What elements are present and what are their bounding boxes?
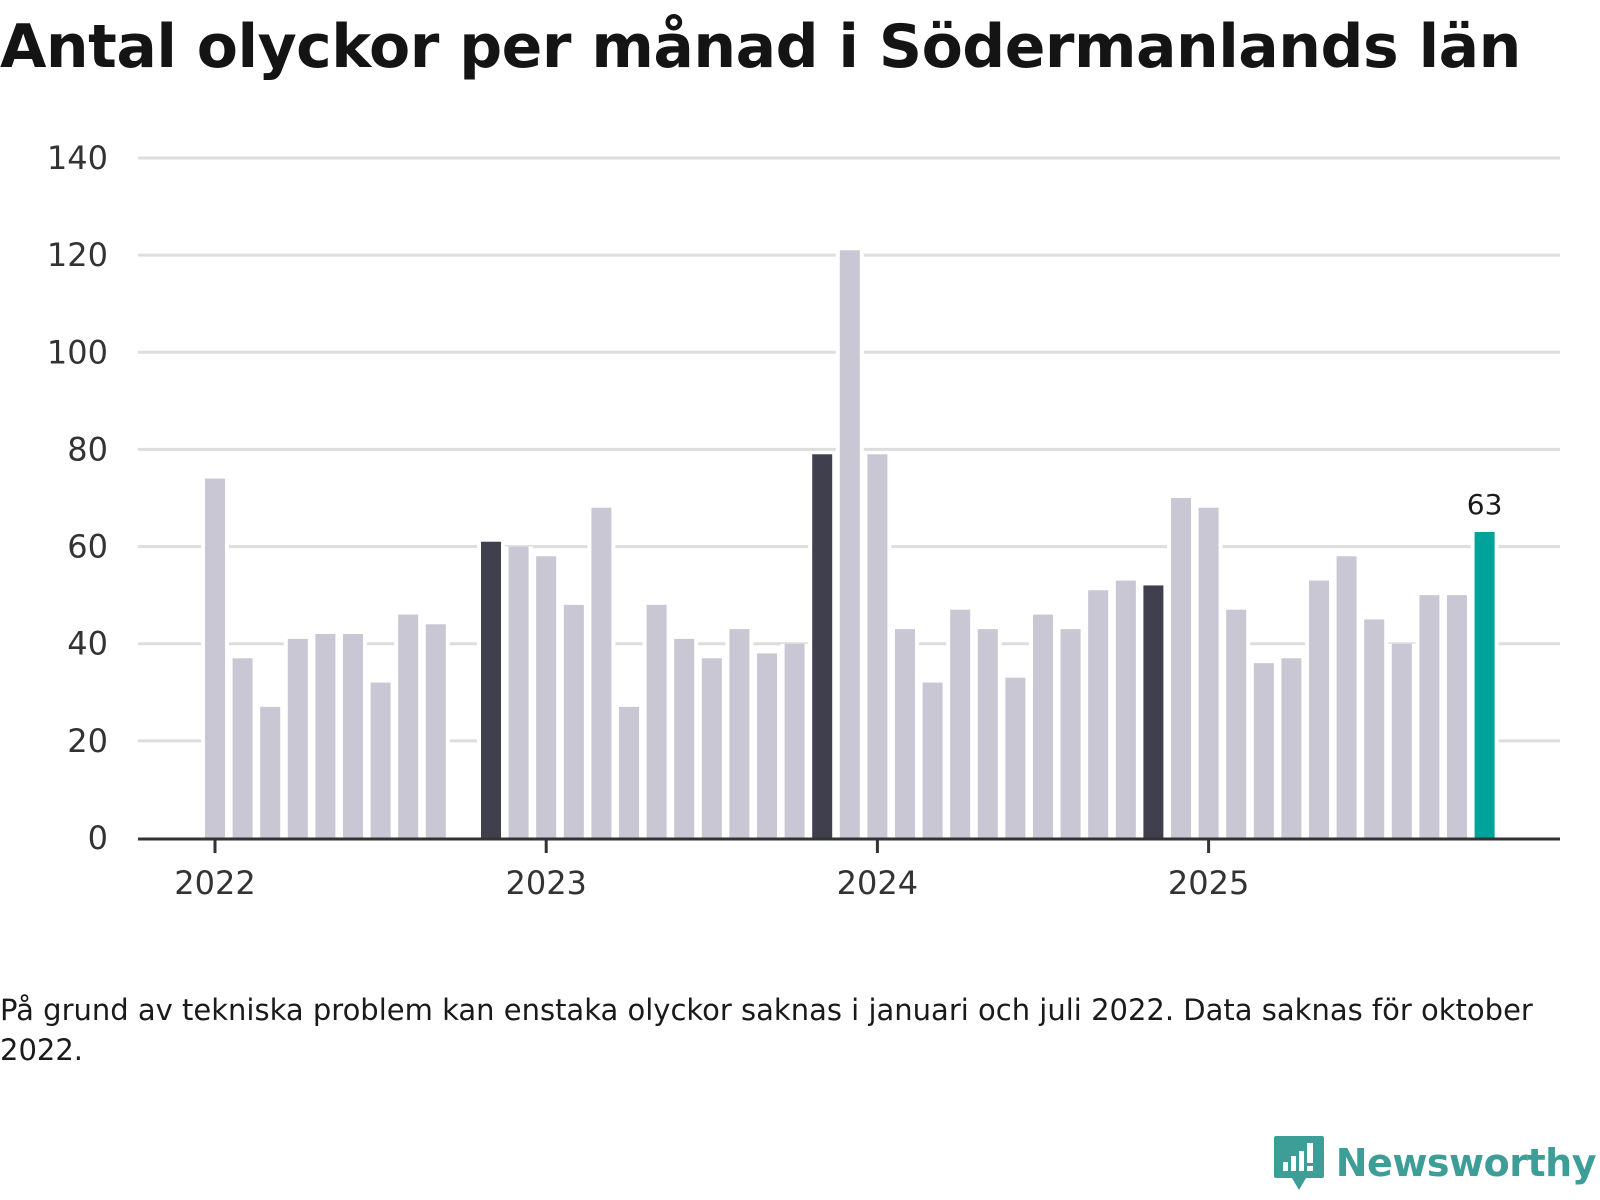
y-tick-label: 0 (88, 819, 108, 857)
bar (1281, 658, 1302, 838)
bar (1447, 595, 1467, 838)
brand-name: Newsworthy (1335, 1141, 1597, 1185)
bar (398, 614, 419, 838)
bars (201, 250, 1499, 839)
x-axis-labels: 2022 2023 2024 2025 (174, 864, 1249, 900)
bar-chart: 0 20 40 60 80 100 120 140 2022 2023 2024 2025 63 (47, 139, 1560, 900)
bar-chart-speech-bubble-icon (1273, 1136, 1324, 1190)
bar (619, 706, 639, 838)
bar (481, 541, 501, 838)
bar (1060, 629, 1081, 838)
bar (591, 507, 612, 838)
bar (646, 604, 667, 838)
x-tick-label: 2024 (837, 864, 918, 900)
x-tick-label: 2025 (1168, 864, 1249, 900)
bar (1226, 609, 1247, 838)
bar (425, 624, 446, 838)
bar (729, 629, 750, 838)
chart-title: Antal olyckor per månad i Södermanlands … (0, 12, 1521, 82)
bar (1253, 663, 1274, 838)
bar (1336, 556, 1357, 838)
data-label-latest: 63 (1467, 488, 1503, 521)
bar (922, 682, 943, 838)
bar (232, 658, 253, 838)
bar (977, 629, 998, 838)
bar (1198, 507, 1219, 838)
bar (895, 629, 915, 838)
bar (784, 643, 805, 838)
brand-logo: Newsworthy (1272, 1134, 1597, 1192)
bar (508, 546, 529, 838)
bar (1088, 590, 1109, 838)
bar (1364, 619, 1385, 838)
bar (1171, 498, 1191, 838)
y-tick-label: 120 (47, 236, 108, 274)
bar (287, 638, 308, 838)
bar (674, 638, 695, 838)
bar (343, 634, 363, 838)
bar (315, 634, 336, 838)
y-tick-label: 100 (47, 333, 108, 371)
x-tick-label: 2023 (505, 864, 586, 900)
bar (1143, 585, 1164, 838)
bar (536, 556, 557, 838)
data-labels: 63 (1467, 488, 1503, 521)
bar (563, 604, 584, 838)
bar (950, 609, 971, 838)
y-axis-labels: 0 20 40 60 80 100 120 140 (47, 139, 108, 857)
bar (1309, 580, 1329, 838)
bar (701, 658, 722, 838)
y-tick-label: 140 (47, 139, 108, 177)
bar (1033, 614, 1053, 838)
bar (370, 682, 391, 838)
bar (260, 706, 281, 838)
bar (867, 454, 888, 838)
y-tick-label: 80 (67, 430, 108, 468)
y-tick-label: 60 (67, 528, 108, 566)
bar (1391, 643, 1412, 838)
x-tick-label: 2022 (174, 864, 255, 900)
y-tick-label: 20 (67, 722, 108, 760)
bar (1419, 595, 1440, 838)
y-tick-label: 40 (67, 625, 108, 663)
bar (1474, 532, 1495, 838)
bar (839, 250, 860, 839)
bar (205, 478, 225, 838)
bar (1005, 677, 1026, 838)
bar (757, 653, 777, 838)
bar (1115, 580, 1136, 838)
x-axis (138, 837, 1560, 853)
footnote: På grund av tekniska problem kan enstaka… (0, 993, 1533, 1067)
bar (812, 454, 833, 838)
